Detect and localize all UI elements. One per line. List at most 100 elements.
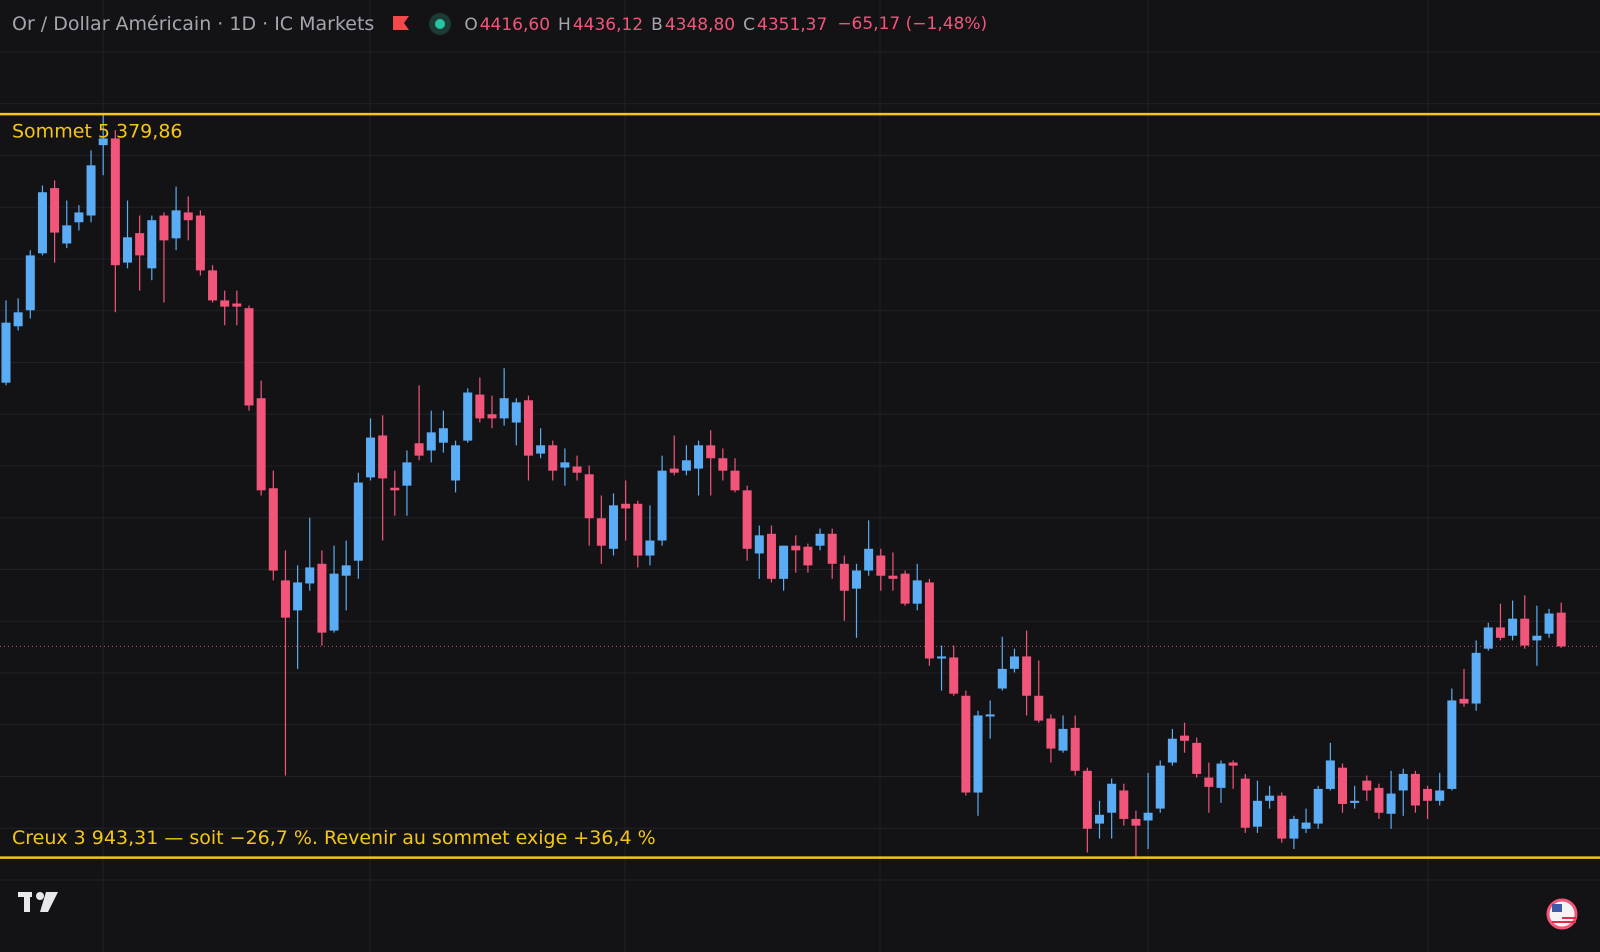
candle-body bbox=[548, 445, 558, 471]
candle-body bbox=[779, 545, 789, 579]
candle-body bbox=[766, 533, 776, 579]
candle-body bbox=[1, 322, 11, 383]
candle-body bbox=[1556, 612, 1566, 647]
candle-body bbox=[86, 165, 96, 216]
candle-body bbox=[1313, 788, 1323, 824]
candle-body bbox=[305, 567, 315, 584]
ohlc-value: 4351,37 bbox=[757, 15, 828, 35]
level-label: Sommet 5 379,86 bbox=[12, 121, 183, 143]
ohlc-key: C bbox=[743, 15, 755, 35]
candle-body bbox=[1082, 770, 1092, 829]
candle-body bbox=[1204, 777, 1214, 787]
candle-body bbox=[1495, 627, 1505, 638]
candle-body bbox=[754, 535, 764, 554]
candle-body bbox=[1022, 656, 1032, 696]
candle-body bbox=[1070, 727, 1080, 771]
candle-body bbox=[1350, 800, 1360, 803]
candle-body bbox=[609, 505, 618, 549]
candle-body bbox=[1265, 795, 1275, 801]
candle-body bbox=[1508, 618, 1518, 636]
candle-body bbox=[1362, 780, 1372, 791]
candle-body bbox=[220, 300, 230, 307]
candle-body bbox=[341, 565, 351, 576]
candle-body bbox=[1338, 767, 1347, 804]
candle-body bbox=[572, 466, 582, 473]
candle-body bbox=[1289, 818, 1299, 839]
candle-body bbox=[791, 545, 801, 551]
candle-body bbox=[147, 220, 157, 269]
candle-body bbox=[681, 460, 691, 471]
candle-body bbox=[25, 255, 35, 311]
candle-body bbox=[268, 488, 278, 571]
candle-body bbox=[475, 394, 485, 419]
candle-body bbox=[815, 533, 825, 546]
ohlc-value: 4416,60 bbox=[479, 15, 551, 35]
candle-body bbox=[463, 392, 473, 441]
candle-body bbox=[973, 715, 983, 793]
candle-body bbox=[1192, 742, 1202, 774]
candle-body bbox=[1009, 656, 1019, 669]
candle-body bbox=[135, 233, 145, 256]
candle-body bbox=[74, 212, 84, 223]
candle-body bbox=[1228, 762, 1238, 766]
candle-body bbox=[1435, 790, 1445, 801]
candle-body bbox=[730, 470, 740, 491]
candle-body bbox=[1398, 773, 1408, 791]
candle-body bbox=[645, 540, 655, 556]
candle-body bbox=[232, 303, 242, 307]
candle-body bbox=[390, 487, 400, 491]
symbol-title[interactable]: Or / Dollar Américain · 1D · IC Markets bbox=[12, 13, 375, 35]
candle-body bbox=[13, 312, 23, 327]
candle-body bbox=[803, 546, 813, 566]
candle-body bbox=[1544, 613, 1554, 634]
candle-body bbox=[487, 414, 497, 419]
candle-body bbox=[852, 570, 861, 589]
candle-body bbox=[657, 470, 667, 541]
candle-body bbox=[1119, 790, 1129, 819]
candle-body bbox=[244, 308, 254, 406]
candle-body bbox=[329, 573, 339, 631]
candle-body bbox=[584, 474, 594, 519]
candle-body bbox=[924, 582, 934, 659]
candle-body bbox=[1386, 793, 1396, 814]
candle-body bbox=[353, 482, 363, 561]
candle-body bbox=[1471, 652, 1481, 704]
price-change: −65,17 (−1,48%) bbox=[837, 14, 988, 34]
candle-body bbox=[1410, 773, 1420, 806]
market-status[interactable] bbox=[426, 11, 456, 37]
candle-body bbox=[451, 445, 461, 481]
tradingview-logo bbox=[18, 892, 58, 912]
candle-body bbox=[997, 668, 1007, 689]
candle-body bbox=[1058, 728, 1068, 751]
ohlc-key: B bbox=[651, 15, 663, 35]
candle-body bbox=[1240, 778, 1250, 828]
candle-body bbox=[183, 212, 193, 221]
candle-body bbox=[912, 580, 922, 604]
candle-body bbox=[596, 518, 606, 546]
candle-body bbox=[159, 215, 169, 241]
candle-body bbox=[536, 445, 546, 454]
ohlc-key: H bbox=[558, 15, 571, 35]
candle-body bbox=[171, 210, 181, 239]
candle-body bbox=[110, 138, 120, 266]
candle-body bbox=[876, 555, 886, 576]
candle-body bbox=[280, 580, 290, 618]
candle-body bbox=[694, 445, 704, 469]
candle-body bbox=[1277, 795, 1287, 839]
candle-body bbox=[378, 435, 388, 479]
candle-body bbox=[742, 490, 752, 549]
candle-body bbox=[937, 656, 947, 659]
flag-marker[interactable] bbox=[390, 13, 412, 35]
candle-body bbox=[317, 563, 327, 633]
candle-body bbox=[37, 192, 47, 254]
candle-body bbox=[1216, 763, 1226, 788]
candle-body bbox=[511, 402, 521, 423]
candle-body bbox=[718, 458, 728, 471]
candle-body bbox=[1180, 735, 1190, 741]
candle-body bbox=[864, 548, 874, 571]
candle-body bbox=[1325, 760, 1335, 789]
ohlc-values: O 4416,60 H 4436,12 B 4348,80 C 4351,37 bbox=[456, 13, 827, 35]
candle-body bbox=[523, 400, 533, 456]
candle-body bbox=[123, 237, 132, 263]
